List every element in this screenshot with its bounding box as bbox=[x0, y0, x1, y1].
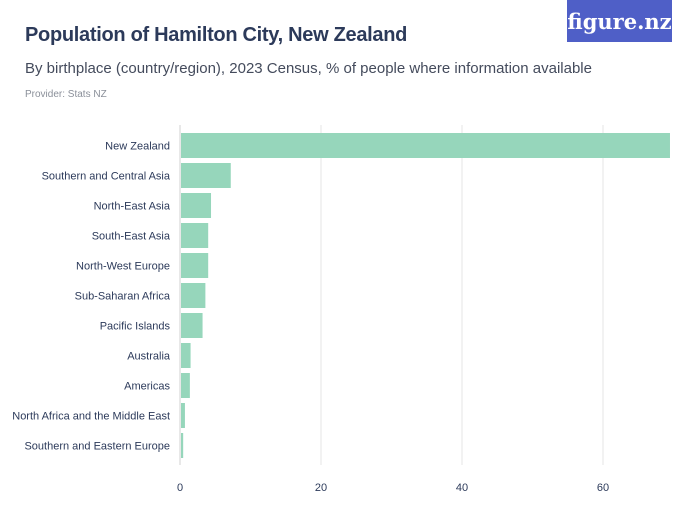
bar bbox=[181, 223, 209, 248]
bar bbox=[181, 163, 231, 188]
x-tick-label: 40 bbox=[456, 482, 468, 494]
bar bbox=[181, 313, 203, 338]
x-tick-label: 60 bbox=[597, 482, 609, 494]
x-tick-label: 20 bbox=[315, 482, 327, 494]
bar bbox=[181, 283, 206, 308]
logo-text: figure.nz bbox=[567, 8, 672, 34]
category-label: Southern and Eastern Europe bbox=[24, 441, 170, 453]
category-label: Southern and Central Asia bbox=[42, 171, 171, 183]
chart-subtitle: By birthplace (country/region), 2023 Cen… bbox=[25, 60, 592, 77]
category-label: South-East Asia bbox=[92, 231, 171, 243]
category-label: North-East Asia bbox=[94, 201, 171, 213]
bar bbox=[181, 253, 209, 278]
x-tick-label: 0 bbox=[177, 482, 183, 494]
category-label: New Zealand bbox=[105, 141, 170, 153]
category-label: North-West Europe bbox=[76, 261, 170, 273]
bar bbox=[181, 133, 670, 158]
category-label: Pacific Islands bbox=[100, 321, 171, 333]
category-label: Australia bbox=[127, 351, 171, 363]
category-label: North Africa and the Middle East bbox=[12, 411, 170, 423]
bar bbox=[181, 193, 212, 218]
chart-title: Population of Hamilton City, New Zealand bbox=[25, 24, 408, 46]
bar bbox=[181, 433, 184, 458]
category-label: Americas bbox=[124, 381, 170, 393]
bar bbox=[181, 343, 191, 368]
figure-nz-logo[interactable]: figure.nz bbox=[567, 0, 672, 42]
category-label: Sub-Saharan Africa bbox=[75, 291, 171, 303]
bar bbox=[181, 403, 185, 428]
bar bbox=[181, 373, 190, 398]
provider-label: Provider: Stats NZ bbox=[25, 89, 107, 100]
